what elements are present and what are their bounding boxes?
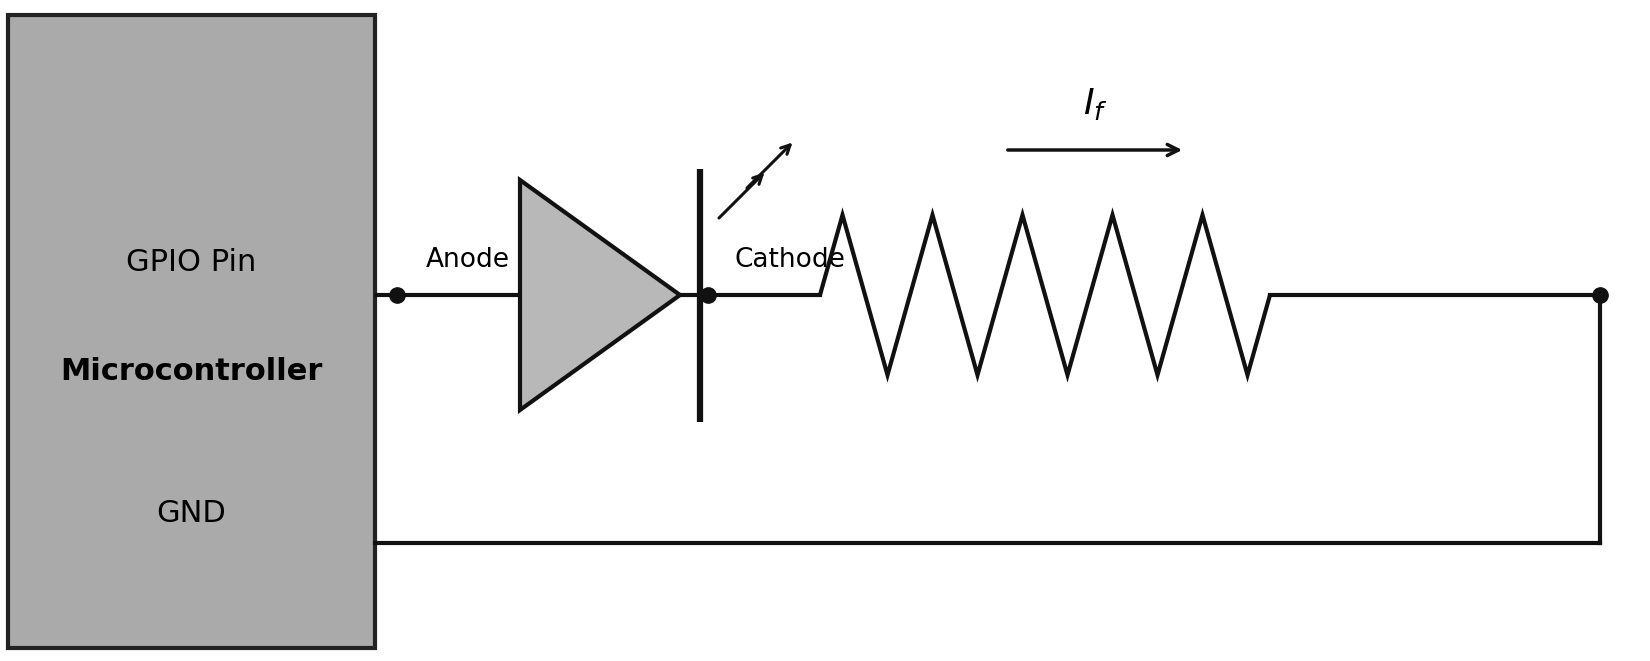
- Text: Anode: Anode: [426, 247, 510, 273]
- Text: Microcontroller: Microcontroller: [61, 357, 323, 386]
- Polygon shape: [520, 180, 680, 410]
- Text: GND: GND: [157, 499, 226, 528]
- Text: $\mathit{I}_f$: $\mathit{I}_f$: [1082, 86, 1107, 122]
- Bar: [8, 15, 375, 648]
- Text: GPIO Pin: GPIO Pin: [127, 248, 257, 277]
- Text: Cathode: Cathode: [734, 247, 845, 273]
